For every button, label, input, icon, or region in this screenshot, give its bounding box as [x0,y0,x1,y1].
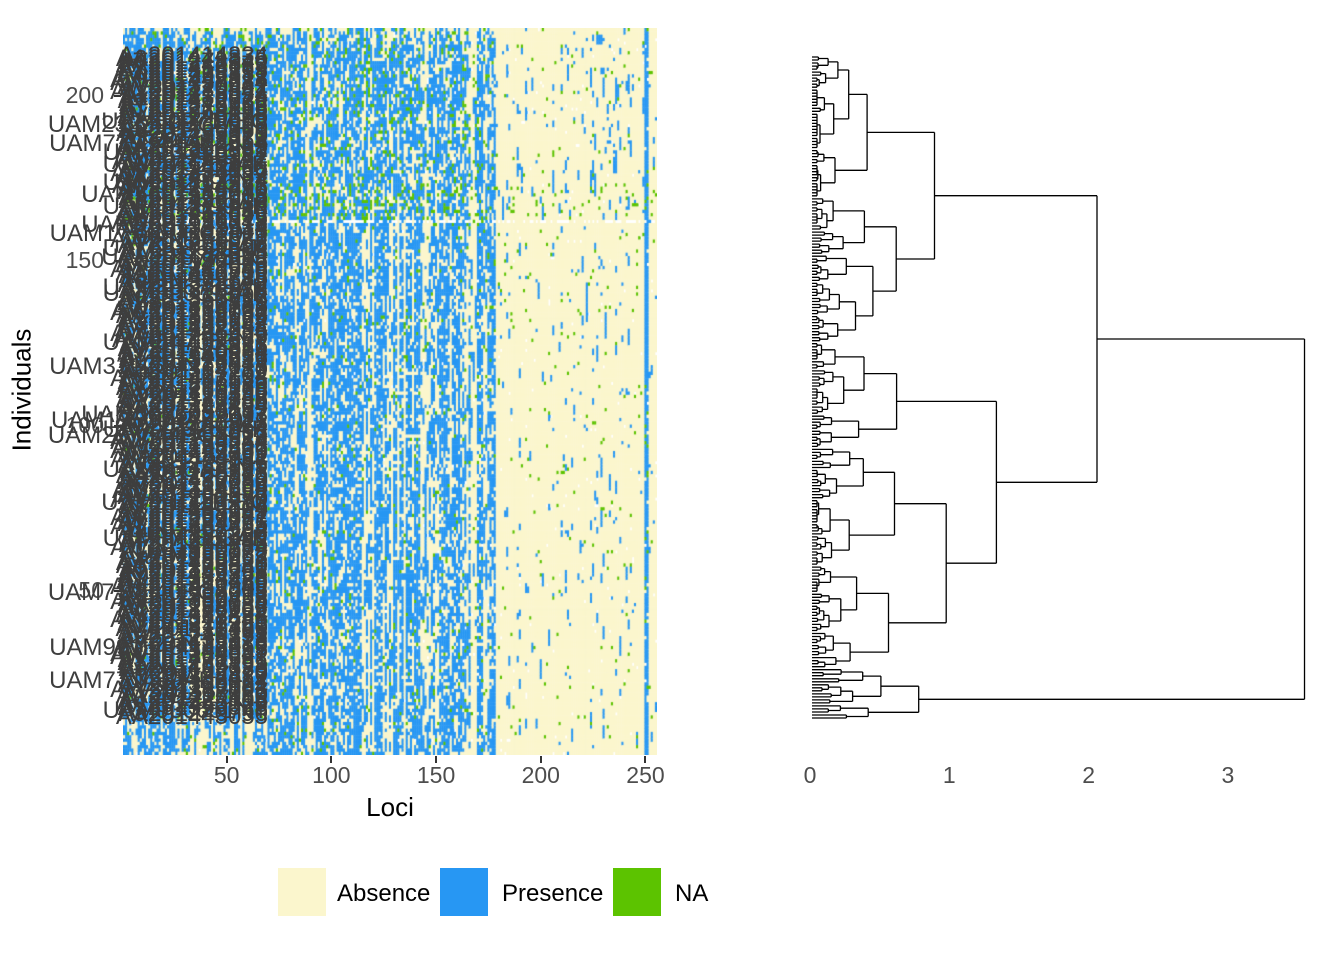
legend-swatch-na [613,868,661,916]
legend-label-absence: Absence [337,880,431,907]
dendrogram-tick-label: 0 [803,762,817,788]
y-tick-mark [114,94,121,97]
legend-label-na: NA [675,880,709,907]
legend-label-presence: Presence [502,880,604,907]
x-tick-label: 50 [213,762,240,788]
x-tick-label: 250 [626,762,665,788]
legend: Sequence Tag Absence Presence NA [0,860,760,930]
heatmap-panel [123,28,657,755]
dendrogram-tick-label: 1 [942,762,956,788]
legend-swatch-presence [440,868,488,916]
x-tick-mark [330,756,333,763]
x-tick-label: 150 [416,762,456,788]
y-tick-label: 150 [65,246,104,273]
y-tick-label: 200 [65,81,104,108]
y-tick-mark [114,259,121,262]
dendrogram-tick-label: 3 [1221,762,1235,788]
x-tick-label: 200 [521,762,560,788]
y-tick-label: 50 [78,577,104,604]
x-tick-mark [435,756,438,763]
x-tick-label: 100 [312,762,351,788]
y-tick-mark [114,425,121,428]
dendrogram-panel [812,56,1306,719]
y-tick-label: 100 [65,412,104,439]
y-tick-mark [114,590,121,593]
dendrogram-tick-label: 2 [1082,762,1095,788]
x-axis-title: Loci [366,792,414,822]
legend-swatch-absence [278,868,326,916]
x-tick-mark [644,756,647,763]
x-tick-mark [225,756,228,763]
dendrogram-branches [812,56,1306,719]
x-tick-mark [539,756,542,763]
